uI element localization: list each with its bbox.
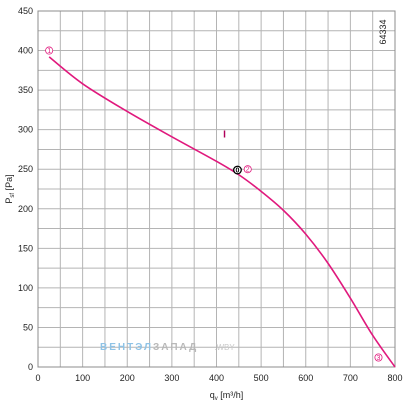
y-tick-label: 100 xyxy=(18,283,33,293)
y-tick-label: 350 xyxy=(18,85,33,95)
pressure-curve-series-1 xyxy=(48,56,396,368)
y-tick-label: 50 xyxy=(23,322,33,332)
marker-label: 1 xyxy=(47,48,51,55)
x-tick-label: 300 xyxy=(164,373,179,383)
marker-circle xyxy=(45,46,54,55)
x-tick-label: 0 xyxy=(35,373,40,383)
marker-circle xyxy=(243,165,252,174)
y-tick-label: 200 xyxy=(18,204,33,214)
model-code: 64334 xyxy=(378,19,388,44)
x-tick-label: 700 xyxy=(343,373,358,383)
marker-circle xyxy=(374,353,383,362)
operating-point: 0 xyxy=(233,165,242,175)
svg-text:ВЕНТЭЛЗАПАД.WBY: ВЕНТЭЛЗАПАД .WBY xyxy=(100,342,235,353)
y-tick-labels: 0 50 100 150 200 250 300 350 400 450 xyxy=(18,6,33,372)
y-axis-label-sub: sf xyxy=(10,193,16,198)
x-tick-label: 100 xyxy=(75,373,90,383)
y-tick-label: 150 xyxy=(18,243,33,253)
y-tick-label: 450 xyxy=(18,6,33,16)
x-axis-label-main: q xyxy=(210,390,215,400)
y-tick-label: 300 xyxy=(18,125,33,135)
x-axis-label: qv [m³/h] xyxy=(210,390,244,402)
y-axis-label: Psf [Pa] xyxy=(4,174,16,203)
x-tick-label: 400 xyxy=(209,373,224,383)
x-tick-label: 600 xyxy=(298,373,313,383)
y-axis-label-unit: [Pa] xyxy=(4,174,14,193)
plot-frame xyxy=(37,10,396,368)
y-tick-label: 250 xyxy=(18,164,33,174)
curve-markers: 1 2 3 xyxy=(45,46,383,362)
operating-point-circle xyxy=(233,165,242,175)
x-tick-label: 500 xyxy=(254,373,269,383)
y-tick-label: 0 xyxy=(28,362,33,372)
watermark-part2: ЗАПАД xyxy=(153,342,198,353)
watermark-part1: ВЕНТЭЛ xyxy=(100,342,153,353)
operating-point-label: 0 xyxy=(236,168,240,175)
marker-label: 3 xyxy=(377,355,381,362)
y-tick-label: 400 xyxy=(18,46,33,56)
x-tick-label: 200 xyxy=(120,373,135,383)
x-tick-labels: 0 100 200 300 400 500 600 700 800 xyxy=(35,373,402,383)
x-axis-label-sub: v xyxy=(215,396,218,402)
x-tick-label: 800 xyxy=(387,373,402,383)
y-axis-label-main: P xyxy=(4,198,14,204)
marker-label: 2 xyxy=(246,167,250,174)
curve-label: I xyxy=(223,130,226,141)
watermark-logo: ВЕНТЭЛЗАПАД .WBY xyxy=(100,342,235,353)
watermark-part3: .WBY xyxy=(214,343,235,352)
x-axis-label-unit: [m³/h] xyxy=(218,390,244,400)
